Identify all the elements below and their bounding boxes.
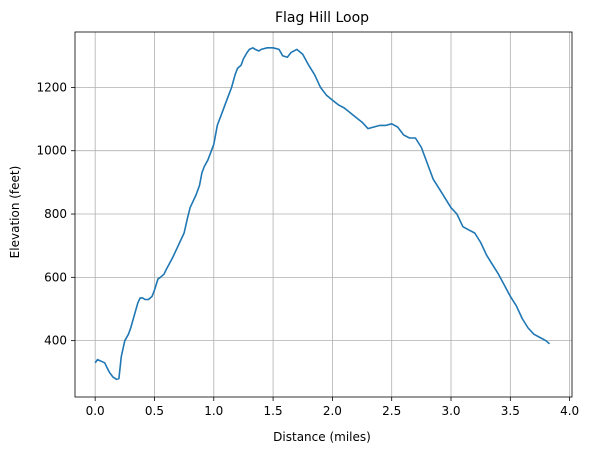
y-axis-ticks: 400 600 800 1000 1200 <box>36 80 75 348</box>
y-tick-label: 400 <box>44 334 67 348</box>
series-layer <box>94 46 551 381</box>
elevation-series-line <box>94 46 551 381</box>
x-tick-label: 2.5 <box>382 404 401 418</box>
y-tick-label: 800 <box>44 207 67 221</box>
x-tick-label: 3.0 <box>441 404 460 418</box>
x-tick-label: 1.5 <box>264 404 283 418</box>
y-axis-label: Elevation (feet) <box>8 166 22 259</box>
x-tick-label: 3.5 <box>501 404 520 418</box>
x-axis-label: Distance (miles) <box>273 430 371 444</box>
x-tick-label: 4.0 <box>560 404 579 418</box>
grid-lines <box>75 32 572 397</box>
chart-title: Flag Hill Loop <box>275 10 369 26</box>
x-tick-label: 2.0 <box>323 404 342 418</box>
x-tick-label: 1.0 <box>204 404 223 418</box>
y-tick-label: 1000 <box>36 144 67 158</box>
y-tick-label: 600 <box>44 270 67 284</box>
x-axis-ticks: 0.0 0.5 1.0 1.5 2.0 2.5 3.0 3.5 4.0 <box>86 397 579 418</box>
x-tick-label: 0.5 <box>145 404 164 418</box>
y-tick-label: 1200 <box>36 80 67 94</box>
plot-frame <box>74 31 573 398</box>
x-tick-label: 0.0 <box>86 404 105 418</box>
